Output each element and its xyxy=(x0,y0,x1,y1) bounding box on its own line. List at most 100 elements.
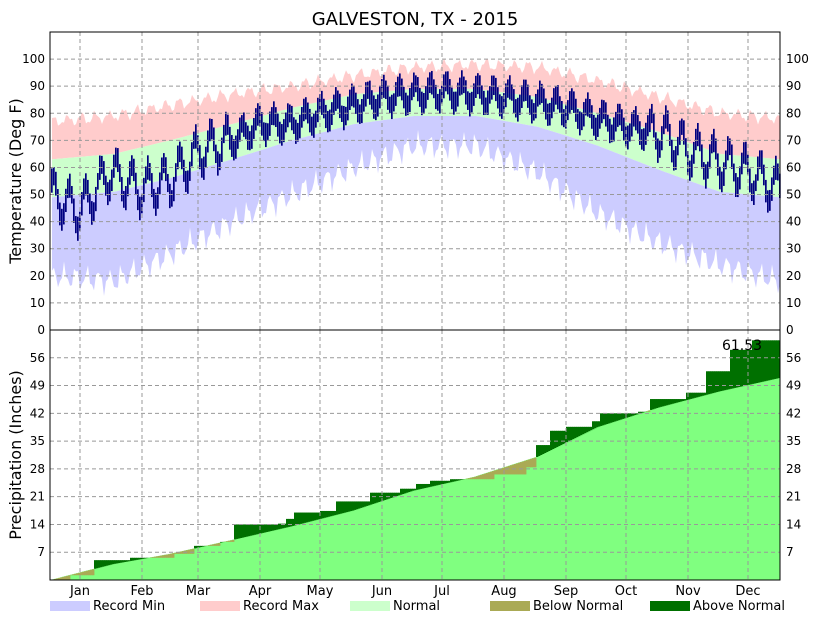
above-normal-precip xyxy=(542,445,545,455)
above-normal-precip xyxy=(308,512,311,522)
above-normal-precip xyxy=(544,445,547,454)
observed-temp-bar xyxy=(559,96,561,113)
above-normal-precip xyxy=(612,413,615,423)
observed-temp-bar xyxy=(457,82,459,107)
observed-temp-bar xyxy=(581,112,583,131)
below-normal-precip xyxy=(216,543,219,546)
above-normal-precip xyxy=(774,340,777,379)
observed-temp-bar xyxy=(711,134,713,154)
observed-temp-bar xyxy=(297,122,299,142)
above-normal-precip xyxy=(756,340,759,383)
above-normal-precip xyxy=(718,371,721,392)
observed-temp-bar xyxy=(183,159,185,182)
temp-tick-right: 90 xyxy=(786,79,801,93)
observed-temp-bar xyxy=(693,141,695,164)
observed-temp-bar xyxy=(555,86,557,105)
observed-temp-bar xyxy=(281,124,283,146)
above-normal-precip xyxy=(134,557,137,561)
record-min-band xyxy=(52,115,780,297)
above-normal-precip xyxy=(432,480,435,487)
observed-temp-bar xyxy=(665,105,667,129)
observed-temp-bar xyxy=(311,116,313,136)
below-normal-precip xyxy=(232,539,235,542)
above-normal-precip xyxy=(338,501,341,515)
below-normal-precip xyxy=(76,573,79,576)
above-normal-precip xyxy=(454,479,457,482)
above-normal-precip xyxy=(300,512,303,524)
observed-temp-bar xyxy=(143,177,145,203)
observed-temp-bar xyxy=(161,157,163,181)
precip-tick-left: 42 xyxy=(30,406,45,420)
observed-temp-bar xyxy=(407,95,409,116)
below-normal-precip xyxy=(532,458,535,468)
observed-temp-bar xyxy=(499,94,501,117)
below-normal-precip xyxy=(66,575,69,580)
below-normal-precip xyxy=(88,570,91,576)
observed-temp-bar xyxy=(69,173,71,198)
observed-temp-bar xyxy=(305,97,307,120)
above-normal-precip xyxy=(546,445,549,453)
observed-temp-bar xyxy=(637,115,639,134)
below-normal-precip xyxy=(524,460,527,475)
observed-temp-bar xyxy=(777,163,779,181)
legend-swatch xyxy=(200,601,240,611)
below-normal-precip xyxy=(226,541,229,542)
temp-tick-left: 100 xyxy=(22,52,45,66)
precip-tick-right: 49 xyxy=(786,379,801,393)
above-normal-precip xyxy=(424,483,427,489)
observed-temp-bar xyxy=(633,110,635,127)
observed-temp-bar xyxy=(761,150,763,174)
observed-temp-bar xyxy=(295,119,297,144)
below-normal-precip xyxy=(68,575,71,580)
above-normal-precip xyxy=(366,501,369,506)
above-normal-precip xyxy=(286,518,289,528)
below-normal-precip xyxy=(186,550,189,554)
observed-temp-bar xyxy=(739,166,741,190)
above-normal-precip xyxy=(670,399,673,405)
observed-temp-bar xyxy=(393,93,395,112)
below-normal-precip xyxy=(510,465,513,475)
observed-temp-bar xyxy=(97,173,99,190)
observed-temp-bar xyxy=(111,169,113,192)
above-normal-precip xyxy=(456,479,459,481)
observed-temp-bar xyxy=(65,188,67,213)
observed-temp-bar xyxy=(139,196,141,221)
above-normal-precip xyxy=(124,560,127,562)
above-normal-precip xyxy=(314,512,317,521)
observed-temp-bar xyxy=(659,140,661,158)
month-label: Dec xyxy=(735,584,760,599)
observed-temp-bar xyxy=(267,123,269,140)
temp-tick-left: 60 xyxy=(30,160,45,174)
observed-temp-bar xyxy=(571,88,573,110)
above-normal-precip xyxy=(596,421,599,428)
observed-temp-bar xyxy=(173,176,175,202)
below-normal-precip xyxy=(494,470,497,475)
observed-temp-bar xyxy=(635,106,637,131)
above-normal-precip xyxy=(568,426,571,442)
above-normal-precip xyxy=(604,413,607,425)
observed-temp-bar xyxy=(353,85,355,108)
above-normal-precip xyxy=(558,430,561,447)
observed-temp-bar xyxy=(743,142,745,164)
above-normal-precip xyxy=(244,524,247,538)
observed-temp-bar xyxy=(185,170,187,192)
below-normal-precip xyxy=(158,555,161,558)
observed-temp-bar xyxy=(547,103,549,126)
month-labels: Jan Feb Mar Apr May Jun Jul Aug Sep Oct Nov Dec xyxy=(69,584,761,599)
above-normal-precip xyxy=(382,492,385,501)
above-normal-precip xyxy=(104,560,107,567)
above-normal-precip xyxy=(306,512,309,523)
above-normal-precip xyxy=(538,445,541,456)
observed-temp-bar xyxy=(405,92,407,116)
observed-temp-bar xyxy=(227,114,229,135)
below-normal-precip xyxy=(504,467,507,475)
below-normal-precip xyxy=(500,468,503,475)
precip-tick-left: 21 xyxy=(30,490,45,504)
observed-temp-bar xyxy=(733,163,735,182)
observed-temp-bar xyxy=(715,138,717,160)
observed-temp-bar xyxy=(133,158,135,182)
observed-temp-bar xyxy=(599,107,601,129)
month-label: Nov xyxy=(675,584,701,599)
observed-temp-bar xyxy=(273,101,275,126)
observed-temp-bar xyxy=(293,117,295,134)
